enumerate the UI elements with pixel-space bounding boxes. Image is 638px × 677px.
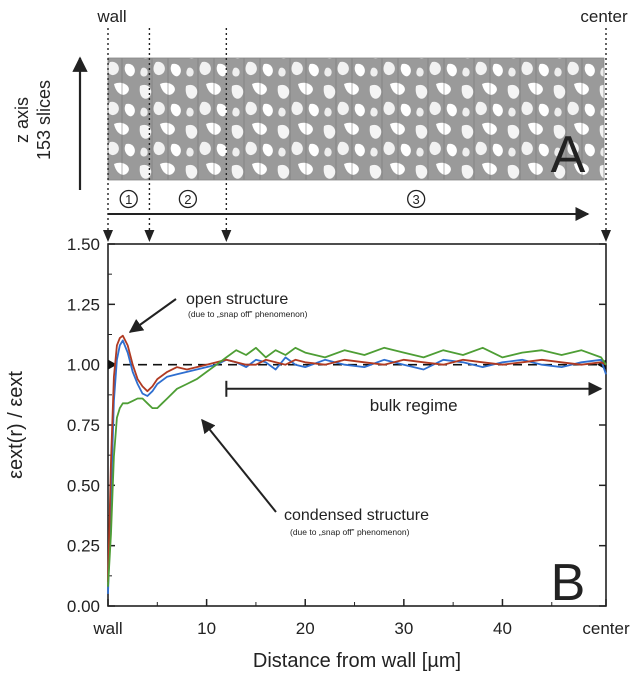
region-boundary-arrowhead — [144, 230, 155, 242]
series-line-3 — [107, 346, 607, 587]
region-circle — [178, 189, 198, 209]
region-boundary-arrowhead — [221, 230, 232, 242]
y-tick-label: 0.75 — [67, 416, 100, 435]
annotation-open-title: open structure — [186, 291, 288, 308]
z-axis-label-line1: z axis — [12, 97, 32, 143]
x-tick-label: center — [582, 619, 630, 638]
annotation-open-arrow — [128, 298, 177, 333]
annotation-condensed-structure: condensed structure (due to „snap off‟ p… — [201, 418, 429, 537]
x-tick-label: 10 — [197, 619, 216, 638]
y-tick-label: 0.25 — [67, 537, 100, 556]
annotation-condensed-subtext: (due to „snap off‟ phenomenon) — [290, 527, 410, 537]
y-tick-label: 0.50 — [67, 476, 100, 495]
z-axis-label-line2: 153 slices — [34, 80, 54, 160]
annotation-open-subtext: (due to „snap off‟ phenomenon) — [188, 309, 308, 319]
bulk-regime-label: bulk regime — [370, 396, 458, 415]
annotation-condensed-title: condensed structure — [284, 507, 429, 524]
region-number: 3 — [413, 192, 420, 207]
x-tick-label: 20 — [296, 619, 315, 638]
reference-marker-left — [108, 359, 117, 370]
panel-a: wall center A z axis 153 slices 1 2 3 — [12, 7, 628, 242]
region-number: 1 — [125, 192, 132, 207]
y-tick-label: 1.50 — [67, 235, 100, 254]
region-boundary-arrowhead — [103, 230, 113, 242]
y-tick-label: 0.00 — [67, 597, 100, 616]
x-tick-label: 40 — [493, 619, 512, 638]
region-markers: 1 2 3 — [103, 28, 611, 242]
region-number: 2 — [184, 192, 191, 207]
y-tick-label: 1.25 — [67, 295, 100, 314]
x-tick-label: wall — [92, 619, 122, 638]
foam-image — [107, 57, 605, 181]
x-tick-label: 30 — [394, 619, 413, 638]
region-boundary-arrowhead — [601, 230, 611, 242]
axis-ticks: 0.00 0.25 0.50 0.75 1.00 1.25 1.50 wall 10 20 30 40… — [67, 235, 630, 638]
y-tick-label: 1.00 — [67, 356, 100, 375]
series-line-2 — [107, 334, 607, 582]
annotation-open-structure: open structure (due to „snap off‟ phenom… — [128, 291, 308, 333]
panel-a-wall-label: wall — [96, 7, 126, 26]
plot-frame — [107, 243, 607, 607]
panel-b-label: B — [551, 554, 586, 612]
region-circle — [119, 189, 138, 209]
series-layer — [107, 334, 607, 594]
annotation-condensed-arrow — [201, 418, 277, 513]
x-axis-label: Distance from wall [µm] — [253, 650, 461, 672]
panel-a-center-label: center — [580, 7, 628, 26]
series-line-1 — [107, 339, 607, 594]
panel-a-label: A — [551, 126, 586, 184]
region-circle — [407, 189, 426, 209]
panel-b: 0.00 0.25 0.50 0.75 1.00 1.25 1.50 wall 10 20 30 40… — [5, 235, 630, 672]
y-axis-label: εext(r) / εext — [5, 371, 27, 479]
annotation-bulk-regime: bulk regime — [225, 380, 603, 415]
